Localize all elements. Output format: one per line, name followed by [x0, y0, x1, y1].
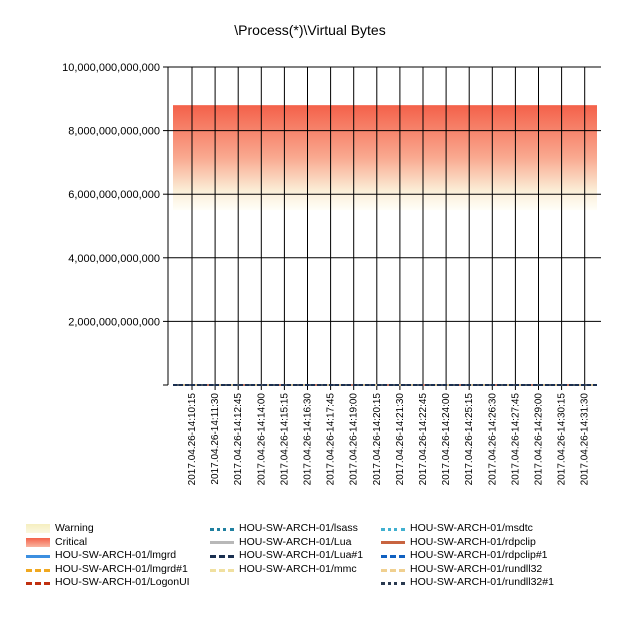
legend-label: Critical: [55, 535, 88, 548]
x-tick-label: 2017.04.26-14:24:00: [441, 393, 452, 486]
legend-swatch: [381, 551, 405, 561]
legend-label: HOU-SW-ARCH-01/lmgrd: [55, 549, 177, 562]
legend-item: HOU-SW-ARCH-01/rundll32: [381, 563, 554, 577]
legend-label: HOU-SW-ARCH-01/LogonUI: [55, 576, 190, 589]
y-tick-label: 2,000,000,000,000: [68, 316, 160, 328]
x-tick-label: 2017.04.26-14:10:15: [187, 393, 198, 486]
legend-swatch: [381, 565, 405, 575]
x-tick-label: 2017.04.26-14:25:15: [464, 393, 475, 486]
x-tick-label: 2017.04.26-14:16:30: [303, 393, 314, 486]
x-tick-label: 2017.04.26-14:19:00: [349, 393, 360, 486]
x-tick-label: 2017.04.26-14:12:45: [233, 393, 244, 486]
legend-swatch: [210, 565, 234, 575]
legend-item: Warning: [26, 522, 190, 536]
legend-label: Warning: [55, 522, 94, 534]
legend-label: HOU-SW-ARCH-01/rundll32#1: [410, 576, 554, 589]
legend-item: HOU-SW-ARCH-01/lmgrd: [26, 549, 190, 563]
legend-label: HOU-SW-ARCH-01/rdpclip: [410, 535, 536, 548]
legend-item: HOU-SW-ARCH-01/Lua: [210, 536, 363, 550]
legend-column-1: Warning Critical HOU-SW-ARCH-01/lmgrd HOU-S…: [26, 522, 190, 590]
legend-swatch: [381, 524, 405, 534]
legend-item: HOU-SW-ARCH-01/Lua#1: [210, 549, 363, 563]
legend-swatch: [26, 565, 50, 575]
x-tick-label: 2017.04.26-14:11:30: [210, 393, 221, 485]
legend-swatch: [210, 524, 234, 534]
legend-column-3: HOU-SW-ARCH-01/msdtc HOU-SW-ARCH-01/rdpcl…: [381, 522, 554, 590]
x-tick-label: 2017.04.26-14:27:45: [510, 393, 521, 486]
legend-swatch: [26, 537, 50, 547]
legend-label: HOU-SW-ARCH-01/Lua#1: [239, 549, 364, 562]
legend-label: HOU-SW-ARCH-01/mmc: [239, 562, 357, 575]
y-tick-label: 10,000,000,000,000: [62, 62, 160, 74]
legend-label: HOU-SW-ARCH-01/lsass: [239, 522, 358, 534]
legend-label: HOU-SW-ARCH-01/rundll32: [410, 562, 543, 575]
x-tick-label: 2017.04.26-14:20:15: [372, 393, 383, 486]
legend-swatch: [26, 551, 50, 561]
x-tick-label: 2017.04.26-14:22:45: [418, 393, 429, 486]
x-tick-label: 2017.04.26-14:17:45: [326, 393, 337, 486]
legend-swatch: [26, 524, 50, 534]
x-tick-label: 2017.04.26-14:26:30: [487, 393, 498, 486]
legend-item: Critical: [26, 536, 190, 550]
chart: \Process(*)\Virtual Bytes 10,000,000,000…: [62, 22, 601, 486]
legend-item: HOU-SW-ARCH-01/rdpclip#1: [381, 549, 554, 563]
legend-item: HOU-SW-ARCH-01/lmgrd#1: [26, 563, 190, 577]
x-tick-label: 2017.04.26-14:29:00: [534, 393, 545, 486]
legend-item: HOU-SW-ARCH-01/msdtc: [381, 522, 554, 536]
legend-column-2: HOU-SW-ARCH-01/lsass HOU-SW-ARCH-01/Lua HO…: [210, 522, 363, 576]
x-tick-label: 2017.04.26-14:30:15: [557, 393, 568, 486]
legend-item: HOU-SW-ARCH-01/LogonUI: [26, 576, 190, 590]
y-tick-label: 6,000,000,000,000: [68, 189, 160, 201]
legend-label: HOU-SW-ARCH-01/lmgrd#1: [55, 562, 188, 575]
chart-title: \Process(*)\Virtual Bytes: [234, 22, 385, 38]
y-tick-label: 8,000,000,000,000: [68, 126, 160, 138]
legend-item: HOU-SW-ARCH-01/mmc: [210, 563, 363, 577]
legend-item: HOU-SW-ARCH-01/rundll32#1: [381, 576, 554, 590]
legend-swatch: [381, 578, 405, 588]
legend-item: HOU-SW-ARCH-01/rdpclip: [381, 536, 554, 550]
y-tick-label: 4,000,000,000,000: [68, 253, 160, 265]
legend-swatch: [381, 537, 405, 547]
x-tick-label: 2017.04.26-14:21:30: [395, 393, 406, 486]
legend-swatch: [26, 578, 50, 588]
critical-band: [173, 105, 597, 211]
legend-item: HOU-SW-ARCH-01/lsass: [210, 522, 363, 536]
legend-label: HOU-SW-ARCH-01/Lua: [239, 535, 352, 548]
x-tick-label: 2017.04.26-14:14:00: [256, 393, 267, 486]
x-tick-label: 2017.04.26-14:15:15: [279, 393, 290, 486]
legend-label: HOU-SW-ARCH-01/rdpclip#1: [410, 549, 548, 562]
x-tick-label: 2017.04.26-14:31:30: [580, 393, 591, 486]
legend-swatch: [210, 537, 234, 547]
legend-label: HOU-SW-ARCH-01/msdtc: [410, 522, 533, 534]
legend-swatch: [210, 551, 234, 561]
